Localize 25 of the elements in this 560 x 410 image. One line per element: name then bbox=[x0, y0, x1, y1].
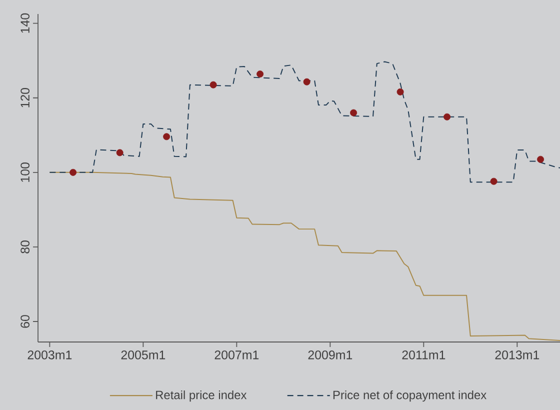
legend-label: Price net of copayment index bbox=[333, 390, 486, 402]
x-tick-label: 2005m1 bbox=[121, 350, 166, 360]
y-tick-label: 80 bbox=[20, 240, 30, 254]
x-tick-label: 2011m1 bbox=[402, 350, 446, 360]
y-tick-label: 100 bbox=[20, 162, 30, 182]
point bbox=[70, 168, 77, 176]
point bbox=[396, 88, 404, 96]
y-tick-label: 140 bbox=[20, 13, 30, 33]
point bbox=[303, 78, 310, 86]
x-tick-label: 2009m1 bbox=[308, 350, 352, 360]
legend-label: Retail price index bbox=[156, 390, 247, 402]
point bbox=[210, 81, 217, 88]
line-series bbox=[49, 61, 560, 183]
point bbox=[444, 113, 451, 120]
y-tick-label: 60 bbox=[20, 315, 30, 328]
point bbox=[490, 178, 498, 185]
x-tick-label: 2007m1 bbox=[214, 350, 259, 360]
point bbox=[163, 133, 170, 140]
point bbox=[537, 156, 544, 163]
x-tick-label: 2013m1 bbox=[495, 350, 540, 360]
point bbox=[350, 109, 358, 116]
y-tick-label: 120 bbox=[20, 88, 30, 108]
point bbox=[256, 70, 264, 78]
x-tick-label: 2003m1 bbox=[28, 350, 72, 360]
point bbox=[116, 149, 124, 156]
